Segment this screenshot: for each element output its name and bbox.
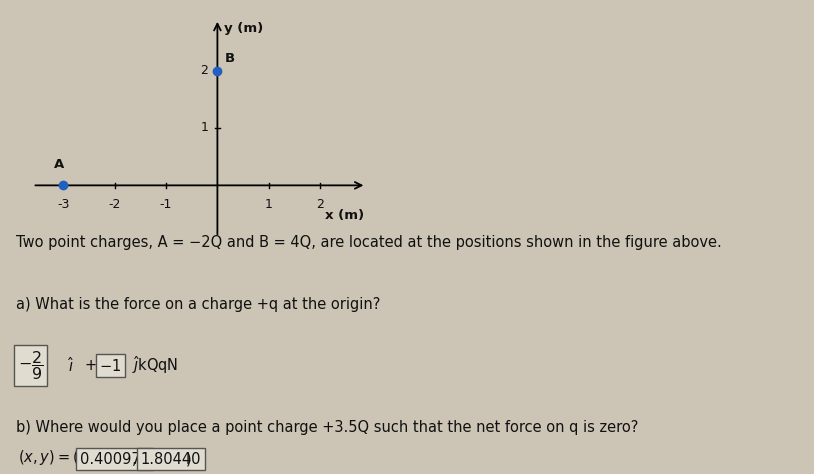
- Text: -1: -1: [160, 198, 173, 211]
- Text: ): ): [186, 452, 191, 466]
- Text: -2: -2: [108, 198, 121, 211]
- Text: ,: ,: [132, 452, 137, 466]
- Text: $(x, y) = ($: $(x, y) = ($: [18, 447, 79, 466]
- Text: 2: 2: [316, 198, 324, 211]
- Text: 2: 2: [200, 64, 208, 77]
- Text: b) Where would you place a point charge +3.5Q such that the net force on q is ze: b) Where would you place a point charge …: [16, 420, 639, 435]
- Text: 1.80440: 1.80440: [141, 452, 201, 466]
- Text: $\hat{\jmath}$kQqN: $\hat{\jmath}$kQqN: [132, 355, 178, 376]
- Text: 0.400978: 0.400978: [80, 452, 150, 466]
- Text: a) What is the force on a charge +q at the origin?: a) What is the force on a charge +q at t…: [16, 297, 381, 311]
- Text: $-1$: $-1$: [99, 357, 121, 374]
- Text: A: A: [55, 158, 64, 171]
- Text: +: +: [85, 358, 97, 373]
- Text: $-\dfrac{2}{9}$: $-\dfrac{2}{9}$: [18, 349, 43, 382]
- Text: 1: 1: [200, 121, 208, 135]
- Text: B: B: [225, 52, 235, 65]
- Text: x (m): x (m): [325, 210, 364, 222]
- Text: y (m): y (m): [224, 22, 263, 35]
- Text: -3: -3: [57, 198, 69, 211]
- Text: 1: 1: [265, 198, 273, 211]
- Text: $\hat{\imath}$: $\hat{\imath}$: [68, 356, 74, 375]
- Text: Two point charges, A = −2Q and B = 4Q, are located at the positions shown in the: Two point charges, A = −2Q and B = 4Q, a…: [16, 235, 722, 250]
